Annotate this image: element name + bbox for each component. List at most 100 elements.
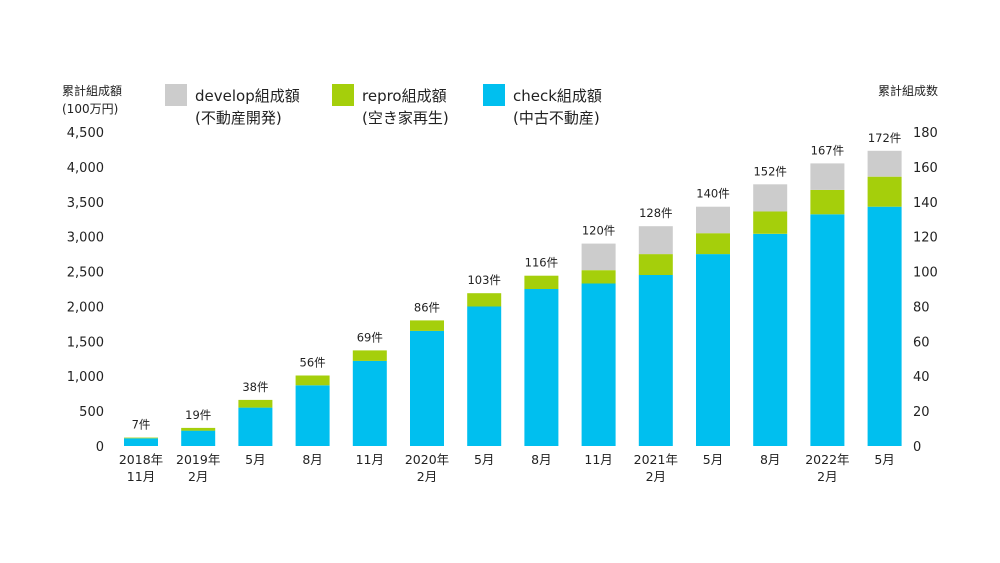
x-tick-label: 2018年 [119, 452, 163, 467]
bar-segment-repro組成額 [410, 320, 444, 331]
count-label: 167件 [811, 143, 844, 157]
bar-segment-check組成額 [124, 438, 158, 446]
right-tick-label: 20 [913, 405, 930, 420]
count-label: 120件 [582, 224, 615, 238]
left-axis-label: 累計組成額 (100万円) [62, 83, 122, 116]
x-tick-label: 5月 [474, 452, 494, 467]
left-axis-label-line2: (100万円) [62, 102, 118, 116]
x-tick-label: 11月 [584, 452, 612, 467]
count-label: 56件 [300, 356, 326, 370]
legend: develop組成額 (不動産開発) repro組成額 (空き家再生) check組成額… [165, 84, 602, 127]
count-label: 103件 [467, 273, 500, 287]
x-tick-label: 2020年 [405, 452, 449, 467]
bar-segment-check組成額 [295, 385, 330, 446]
bar-segment-develop組成額 [753, 184, 788, 212]
bar-segment-repro組成額 [352, 350, 387, 361]
bar-segment-check組成額 [410, 330, 444, 446]
count-label: 7件 [132, 418, 151, 432]
bar-segment-repro組成額 [238, 399, 273, 408]
left-tick-label: 1,000 [67, 370, 104, 385]
right-tick-label: 80 [913, 300, 930, 315]
left-tick-label: 3,000 [67, 231, 104, 246]
x-tick-label: 5月 [245, 452, 265, 467]
right-tick-label: 180 [913, 126, 938, 141]
bar-segment-check組成額 [238, 407, 273, 446]
x-tick-label: 5月 [874, 452, 894, 467]
bar-segment-repro組成額 [810, 189, 845, 215]
legend-swatch [165, 84, 187, 106]
bar-segment-develop組成額 [638, 226, 673, 255]
bar-segment-check組成額 [181, 430, 216, 446]
x-tick-label: 2021年 [634, 452, 678, 467]
bar-segment-repro組成額 [753, 211, 788, 234]
left-tick-label: 0 [96, 440, 104, 455]
bar-segment-repro組成額 [181, 427, 216, 431]
count-label: 128件 [639, 206, 672, 220]
left-axis-label-line1: 累計組成額 [62, 83, 122, 98]
x-tick-label: 2月 [417, 469, 437, 484]
bar-segment-check組成額 [696, 254, 730, 446]
bar-segment-repro組成額 [638, 254, 673, 275]
x-tick-label: 2019年 [176, 452, 220, 467]
right-tick-label: 40 [913, 370, 930, 385]
bar-segment-repro組成額 [524, 275, 559, 289]
bar-segment-check組成額 [810, 214, 845, 446]
count-label: 116件 [525, 256, 558, 270]
right-tick-label: 140 [913, 196, 938, 211]
bar-segment-check組成額 [581, 283, 616, 446]
bar-segment-develop組成額 [810, 163, 845, 190]
bar-segment-check組成額 [753, 233, 788, 446]
right-tick-label: 120 [913, 231, 938, 246]
legend-label: develop組成額 [195, 87, 300, 105]
count-label: 38件 [242, 380, 268, 394]
left-tick-label: 2,500 [67, 266, 104, 281]
count-label: 172件 [868, 131, 901, 145]
legend-label: repro組成額 [362, 87, 447, 105]
bar-segment-develop組成額 [696, 206, 730, 234]
right-tick-label: 60 [913, 335, 930, 350]
left-tick-label: 500 [79, 405, 104, 420]
left-tick-label: 2,000 [67, 300, 104, 315]
x-tick-label: 8月 [531, 452, 551, 467]
right-axis-label: 累計組成数 [878, 83, 938, 98]
left-tick-label: 4,500 [67, 126, 104, 141]
count-label: 152件 [753, 164, 786, 178]
x-tick-label: 5月 [703, 452, 723, 467]
count-labels: 7件 19件 38件 56件 69件 86件 103件 116件 120件 128件 140件 152… [132, 131, 902, 432]
bar-segment-repro組成額 [124, 437, 158, 439]
right-tick-label: 160 [913, 161, 938, 176]
count-label: 19件 [185, 408, 211, 422]
bar-segment-check組成額 [638, 275, 673, 446]
legend-swatch [332, 84, 354, 106]
left-tick-label: 1,500 [67, 335, 104, 350]
right-axis-ticks: 0 20 40 60 80 100 120 140 160 180 [913, 126, 938, 455]
x-tick-label: 11月 [356, 452, 384, 467]
right-tick-label: 0 [913, 440, 921, 455]
count-label: 69件 [357, 330, 383, 344]
bar-segment-check組成額 [352, 360, 387, 446]
x-tick-label: 8月 [760, 452, 780, 467]
legend-swatch [483, 84, 505, 106]
x-tick-label: 2月 [646, 469, 666, 484]
bar-segment-repro組成額 [867, 176, 902, 207]
left-tick-label: 3,500 [67, 196, 104, 211]
x-tick-label: 8月 [302, 452, 322, 467]
bar-segment-check組成額 [867, 206, 902, 446]
legend-sublabel: (不動産開発) [195, 109, 282, 127]
legend-sublabel: (中古不動産) [513, 109, 600, 127]
bar-segment-repro組成額 [581, 270, 616, 284]
count-label: 140件 [696, 187, 729, 201]
left-axis-ticks: 0 500 1,000 1,500 2,000 2,500 3,000 3,500 4,000 4… [67, 126, 104, 455]
x-tick-label: 11月 [127, 469, 155, 484]
x-axis-labels: 2018年 11月 2019年 2月 5月 8月 11月 2020年 2月 5月 8月 11月 2021… [119, 452, 895, 484]
bar-segment-repro組成額 [295, 375, 330, 386]
x-tick-label: 2022年 [805, 452, 849, 467]
right-tick-label: 100 [913, 266, 938, 281]
left-tick-label: 4,000 [67, 161, 104, 176]
legend-sublabel: (空き家再生) [362, 109, 449, 127]
bars [124, 150, 902, 446]
bar-segment-repro組成額 [467, 293, 502, 307]
legend-label: check組成額 [513, 87, 602, 105]
bar-segment-check組成額 [524, 289, 559, 446]
